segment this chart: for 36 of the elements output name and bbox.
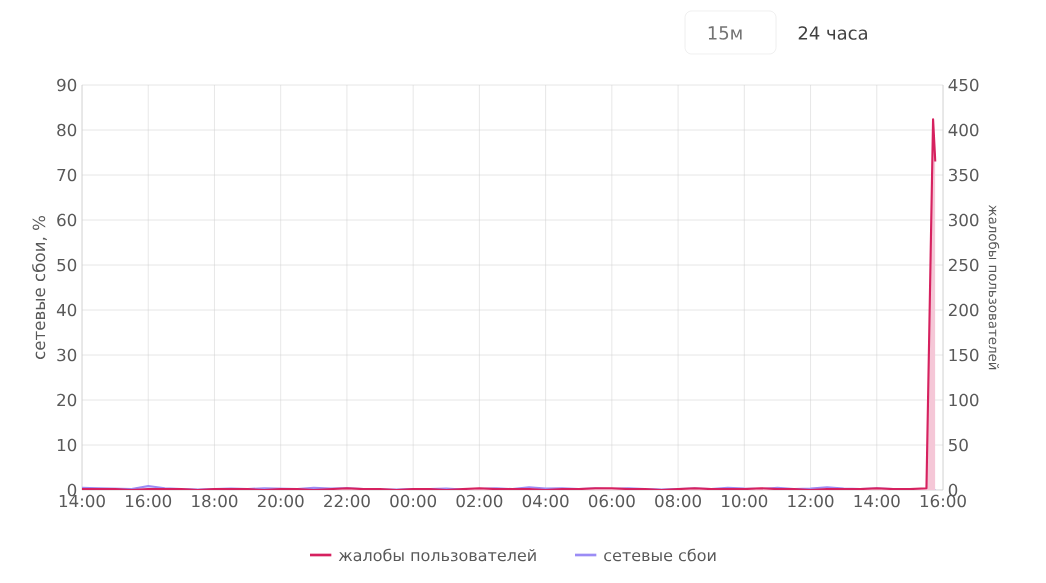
x-tick-label: 12:00 [788,494,834,508]
x-tick-label: 14:00 [854,494,900,508]
x-tick-label: 10:00 [722,494,768,508]
y-tick-label: 70 [57,168,77,182]
y-tick-label: 60 [57,213,77,227]
y-tick-label: 50 [57,258,77,272]
y-tick-label: 80 [57,123,77,137]
x-tick-label: 02:00 [456,494,503,508]
y2-axis-title: жалобы пользователей [988,205,1000,370]
x-tick-label: 22:00 [324,494,370,508]
y-axis-title: сетевые сбои, % [32,216,47,359]
y2-tick-label: 450 [948,78,979,92]
y2-tick-label: 50 [948,438,968,452]
y2-tick-label: 400 [948,123,979,137]
x-tick-label: 18:00 [192,494,238,508]
y-tick-label: 40 [56,303,77,317]
x-tick-label: 20:00 [257,494,304,508]
x-tick-label: 16:00 [126,494,172,508]
y-tick-label: 90 [57,78,77,92]
text: 15м [708,26,742,40]
x-tick-label: 08:00 [655,494,701,508]
y2-tick-label: 250 [948,258,979,272]
y2-tick-label: 150 [949,348,979,362]
y2-tick-label: 350 [948,168,979,182]
legend-label: сетевые сбои [604,548,716,562]
y2-tick-label: 300 [948,213,979,227]
x-tick-label: 04:00 [522,494,569,508]
x-tick-label: 00:00 [390,494,437,508]
text: 24 часа [798,26,867,40]
y-tick-label: 10 [57,438,77,452]
y2-tick-label: 200 [948,303,979,317]
y-tick-label: 20 [57,393,77,407]
y-tick-label: 30 [57,348,77,362]
legend-label: жалобы пользователей [338,548,536,562]
x-tick-label: 06:00 [588,494,635,508]
y2-tick-label: 100 [949,393,979,407]
